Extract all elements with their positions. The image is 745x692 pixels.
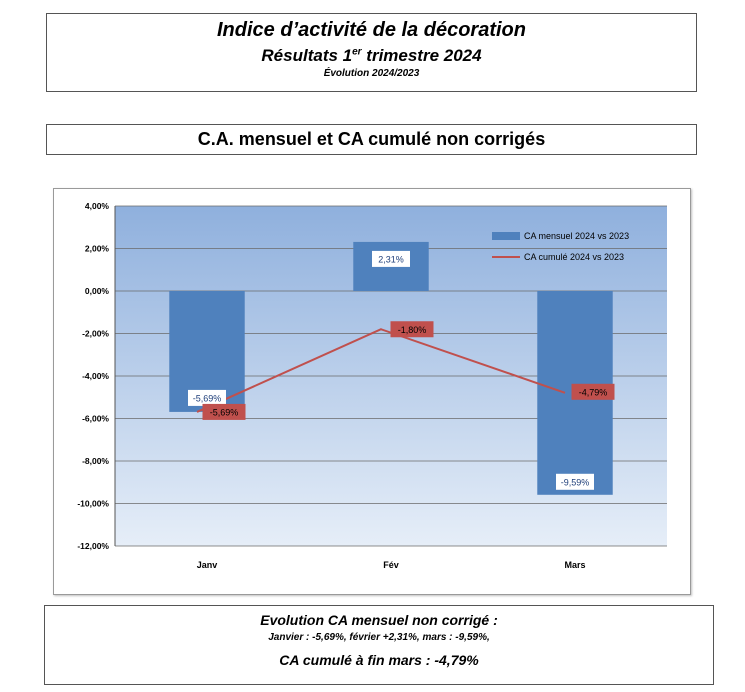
- line-data-label: -5,69%: [210, 407, 239, 417]
- line-data-label-box: [571, 383, 615, 400]
- summary-box: Evolution CA mensuel non corrigé : Janvi…: [44, 605, 714, 685]
- line-data-label-box: [202, 403, 246, 420]
- x-tick-label: Janv: [197, 560, 218, 570]
- y-tick-label: 2,00%: [85, 244, 110, 254]
- report-evolution-period: Évolution 2024/2023: [323, 68, 420, 79]
- legend-bar-label: CA mensuel 2024 vs 2023: [524, 231, 629, 241]
- y-tick-label: 4,00%: [85, 201, 110, 211]
- y-tick-label: -10,00%: [77, 499, 109, 509]
- report-subtitle: Résultats 1er trimestre 2024: [47, 46, 696, 66]
- legend-bar-swatch: [492, 232, 520, 240]
- bar-data-label: 2,31%: [378, 254, 404, 264]
- line-data-label-box: [390, 321, 434, 338]
- x-tick-label: Fév: [383, 560, 399, 570]
- y-tick-label: -2,00%: [82, 329, 109, 339]
- legend-line-label: CA cumulé 2024 vs 2023: [524, 252, 624, 262]
- y-tick-label: -4,00%: [82, 371, 109, 381]
- y-tick-label: 0,00%: [85, 286, 110, 296]
- bar-data-label: -9,59%: [561, 477, 590, 487]
- bar-data-label-box: [372, 250, 410, 267]
- subtitle-superscript: er: [352, 46, 362, 58]
- summary-heading: Evolution CA mensuel non corrigé :: [260, 612, 498, 628]
- summary-cumulative: CA cumulé à fin mars : -4,79%: [279, 652, 479, 668]
- subtitle-prefix: Résultats 1: [261, 46, 353, 65]
- bar-data-label: -5,69%: [193, 393, 222, 403]
- section-title: C.A. mensuel et CA cumulé non corrigés: [46, 124, 697, 155]
- bar-data-label-box: [188, 389, 226, 406]
- chart-container: 4,00% 2,00% 0,00% -2,00% -4,00% -6,00% -8,00% -…: [53, 188, 691, 595]
- y-tick-label: -8,00%: [82, 456, 109, 466]
- report-header: Indice d’activité de la décoration Résul…: [46, 13, 697, 92]
- line-data-label: -1,80%: [398, 325, 427, 335]
- x-tick-label: Mars: [564, 560, 585, 570]
- line-data-label: -4,79%: [579, 387, 608, 397]
- y-tick-label: -6,00%: [82, 414, 109, 424]
- series-line: [196, 328, 566, 413]
- report-title: Indice d’activité de la décoration: [217, 19, 526, 41]
- subtitle-suffix: trimestre 2024: [361, 46, 482, 65]
- bar-data-label-box: [556, 473, 594, 490]
- chart-svg: 4,00% 2,00% 0,00% -2,00% -4,00% -6,00% -8,00% -…: [77, 201, 667, 570]
- summary-monthly-detail: Janvier : -5,69%, février +2,31%, mars :…: [268, 632, 490, 643]
- y-tick-label: -12,00%: [77, 541, 109, 551]
